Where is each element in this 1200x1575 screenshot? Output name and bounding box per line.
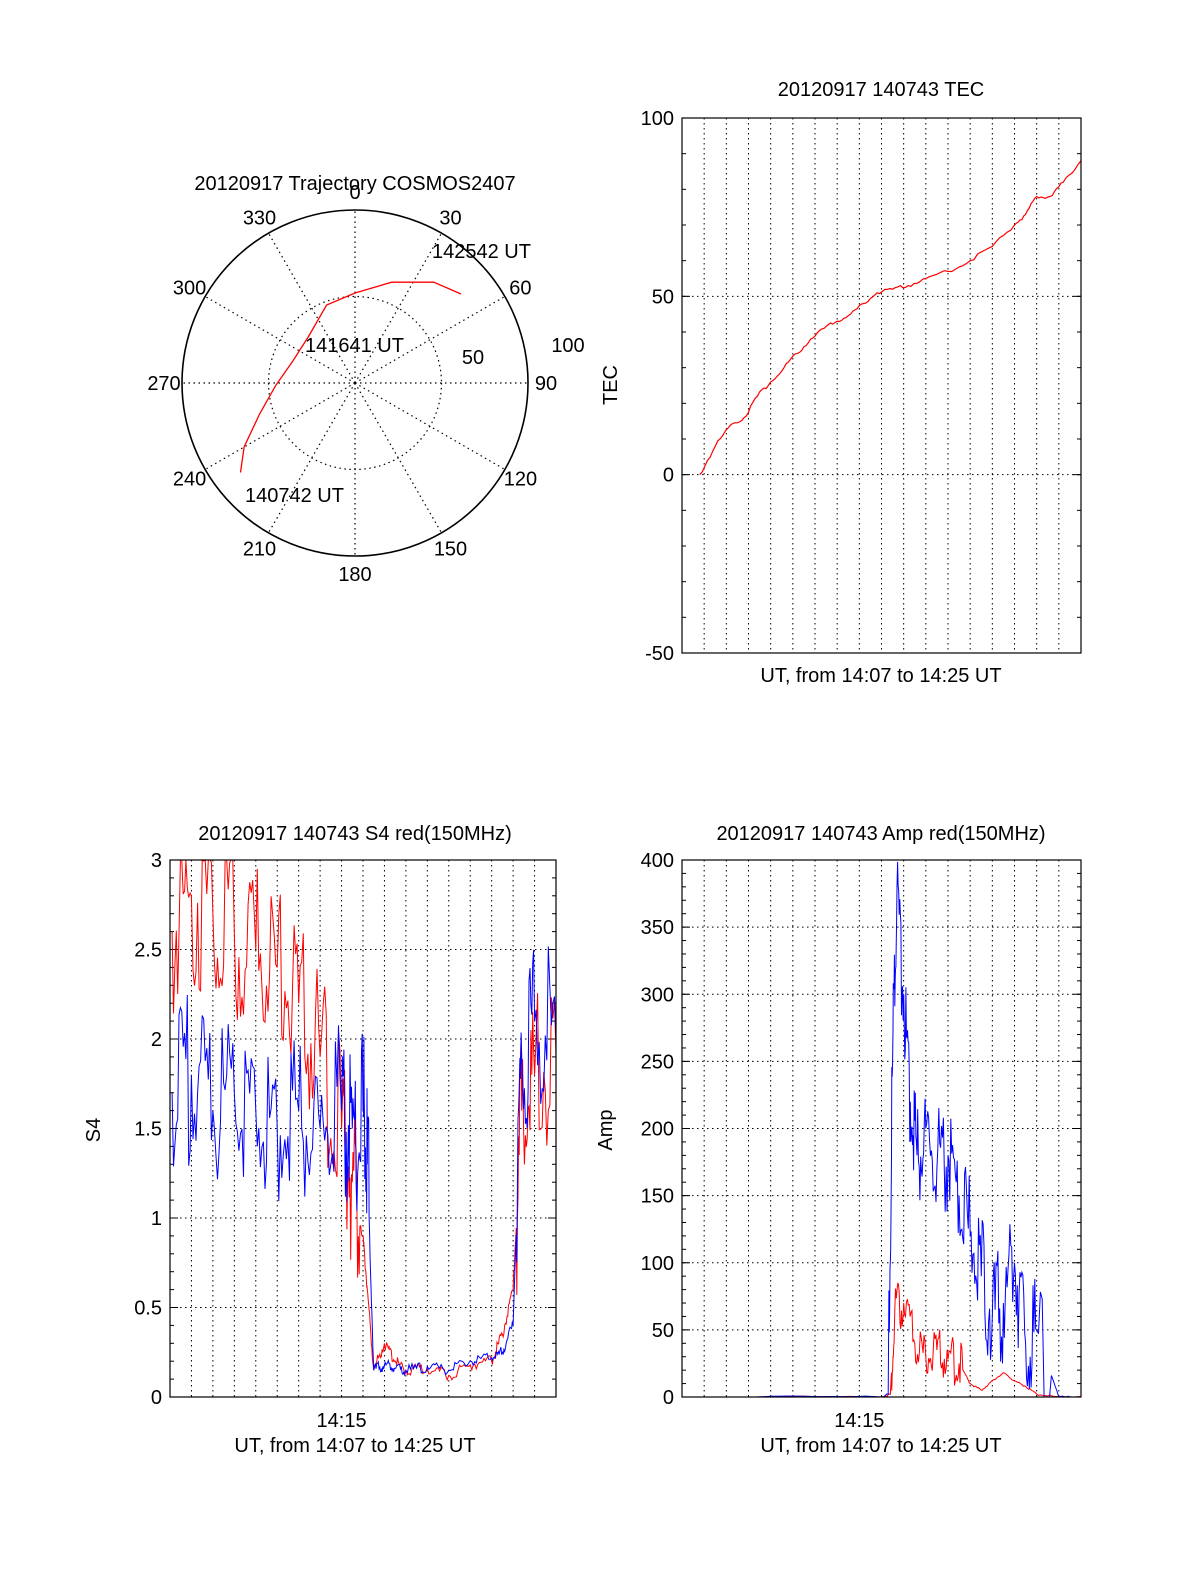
tec-ytick-label: 50 [652, 286, 674, 308]
s4-plot: 20120917 140743 S4 red(150MHz) 0 0.5 1 1.5 2… [83, 823, 557, 1457]
trajectory-line [239, 281, 462, 473]
polar-spoke [354, 295, 506, 384]
s4-ytick-label: 1 [151, 1208, 162, 1230]
amp-ytick-label: 350 [641, 917, 674, 939]
azimuth-label: 270 [147, 373, 180, 395]
tec-ytick-label: 0 [663, 465, 674, 487]
trajectory-annotation-start: 140742 UT [245, 485, 344, 507]
amp-frame [681, 859, 1082, 1398]
s4-ytick-label: 3 [151, 850, 162, 872]
polar-outer-circle [181, 209, 529, 557]
s4-xlabel: UT, from 14:07 to 14:25 UT [234, 1435, 475, 1457]
s4-ytick-label: 1.5 [134, 1119, 162, 1141]
tec-xlabel: UT, from 14:07 to 14:25 UT [760, 665, 1001, 687]
s4-frame [169, 859, 557, 1398]
amp-series-red [693, 1282, 1082, 1398]
polar-spoke [204, 295, 356, 384]
polar-title: 20120917 Trajectory COSMOS2407 [194, 173, 515, 195]
polar-spoke [267, 232, 356, 384]
amp-ytick-label: 100 [641, 1253, 674, 1275]
tec-ticks: -50 0 50 100 [641, 108, 1081, 665]
azimuth-label: 0 [349, 182, 360, 204]
tec-plot: 20120917 140743 TEC -50 0 50 100 UT, from 1… [600, 79, 1082, 687]
azimuth-label: 240 [173, 469, 206, 491]
amp-xtick-label: 14:15 [834, 1410, 884, 1432]
trajectory-annotation-mid: 141641 UT [305, 335, 404, 357]
polar-spoke [354, 382, 443, 534]
amp-ytick-label: 300 [641, 984, 674, 1006]
trajectory-annotation-end: 142542 UT [432, 241, 531, 263]
s4-series-blue [171, 946, 557, 1377]
polar-labels: 0 30 60 90 120 150 180 210 240 270 300 330 50 100 [147, 182, 584, 586]
azimuth-label: 300 [173, 278, 206, 300]
polar-trajectory-plot: 20120917 Trajectory COSMOS2407 0 30 60 90 12… [147, 173, 584, 586]
polar-spoke [204, 382, 356, 471]
s4-ytick-label: 2.5 [134, 940, 162, 962]
azimuth-label: 330 [243, 208, 276, 230]
tec-title: 20120917 140743 TEC [778, 79, 984, 101]
azimuth-label: 120 [504, 469, 537, 491]
tec-frame [681, 117, 1082, 654]
tec-ylabel: TEC [600, 365, 622, 405]
amp-ytick-label: 0 [663, 1387, 674, 1409]
s4-ytick-label: 0 [151, 1387, 162, 1409]
s4-ticks: 0 0.5 1 1.5 2 2.5 3 14:15 [134, 850, 556, 1432]
s4-grid [170, 860, 556, 1397]
s4-ytick-label: 2 [151, 1029, 162, 1051]
azimuth-label: 30 [439, 208, 461, 230]
amp-grid [682, 860, 1081, 1397]
amp-ytick-label: 150 [641, 1186, 674, 1208]
radial-label: 50 [462, 347, 484, 369]
amp-ytick-label: 400 [641, 850, 674, 872]
s4-ylabel: S4 [83, 1118, 105, 1142]
azimuth-label: 210 [243, 538, 276, 560]
azimuth-label: 90 [535, 373, 557, 395]
s4-title: 20120917 140743 S4 red(150MHz) [198, 823, 512, 845]
tec-grid [682, 118, 1081, 653]
tec-series-red [699, 160, 1082, 476]
amp-xlabel: UT, from 14:07 to 14:25 UT [760, 1435, 1001, 1457]
polar-spoke [354, 382, 506, 471]
tec-ytick-label: 100 [641, 108, 674, 130]
azimuth-label: 150 [434, 538, 467, 560]
radial-label: 100 [551, 335, 584, 357]
amp-ytick-label: 200 [641, 1119, 674, 1141]
amp-ytick-label: 250 [641, 1051, 674, 1073]
amp-plot: 20120917 140743 Amp red(150MHz) 0 50 100 15… [595, 823, 1082, 1457]
amp-title: 20120917 140743 Amp red(150MHz) [716, 823, 1045, 845]
polar-spoke [354, 232, 443, 384]
amp-ylabel: Amp [595, 1109, 617, 1150]
polar-spoke [267, 382, 356, 534]
tec-ytick-label: -50 [645, 643, 674, 665]
azimuth-label: 60 [509, 278, 531, 300]
amp-ytick-label: 50 [652, 1320, 674, 1342]
s4-ytick-label: 0.5 [134, 1298, 162, 1320]
s4-xtick-label: 14:15 [317, 1410, 367, 1432]
azimuth-label: 180 [338, 564, 371, 586]
amp-series-blue [693, 861, 1081, 1398]
polar-grid [181, 209, 529, 557]
